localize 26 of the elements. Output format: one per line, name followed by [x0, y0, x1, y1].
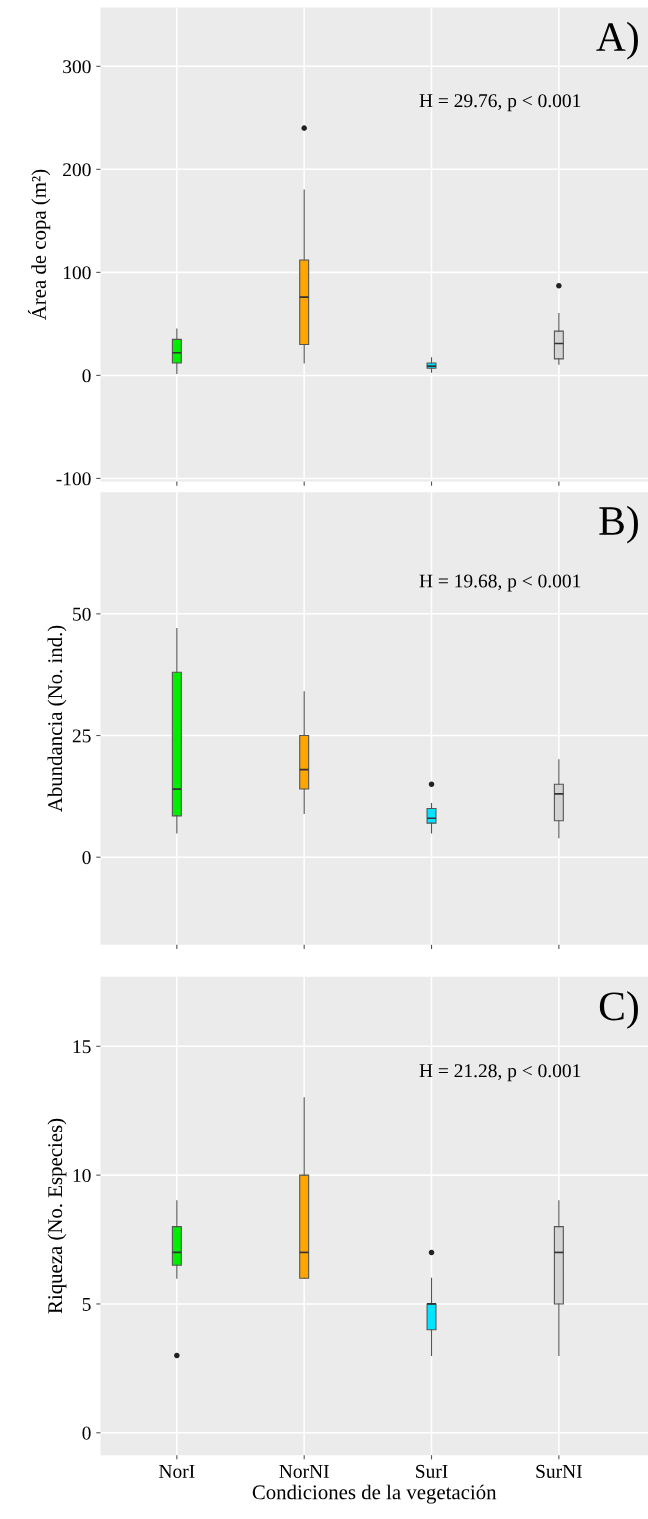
- y-tick-label: -100: [56, 472, 91, 486]
- annotation: B): [599, 505, 638, 544]
- y-axis-title: Área de copa (m²): [27, 169, 51, 321]
- y-tick-label: 0: [82, 369, 91, 383]
- annotation: H = 19.68, p < 0.001: [419, 574, 581, 592]
- y-tick-label: 100: [63, 266, 91, 280]
- annotation: H = 29.76, p < 0.001: [419, 94, 581, 112]
- y-axis-title: Abundancia (No. ind.): [47, 625, 67, 813]
- y-tick-label: 50: [73, 607, 91, 621]
- x-tick-label: NorI: [159, 1464, 195, 1478]
- x-axis-title: Condiciones de la vegetación: [252, 1484, 497, 1504]
- x-tick-label: SurNI: [536, 1464, 582, 1478]
- annotation: A): [596, 21, 638, 60]
- y-tick-label: 25: [72, 729, 91, 743]
- x-tick-label: NorNI: [279, 1464, 329, 1478]
- y-tick-label: 10: [73, 1168, 91, 1183]
- y-tick-label: 15: [73, 1040, 91, 1054]
- y-tick-label: 200: [63, 163, 91, 177]
- x-tick-label: SurI: [416, 1464, 448, 1478]
- y-tick-label: 5: [82, 1297, 91, 1311]
- y-tick-label: 0: [82, 851, 91, 865]
- annotation: H = 21.28, p < 0.001: [419, 1064, 581, 1082]
- y-axis-title: Riqueza (No. Especies): [47, 1118, 67, 1314]
- y-tick-label: 0: [82, 1426, 91, 1440]
- annotation: C): [599, 991, 638, 1029]
- y-tick-label: 300: [63, 60, 91, 74]
